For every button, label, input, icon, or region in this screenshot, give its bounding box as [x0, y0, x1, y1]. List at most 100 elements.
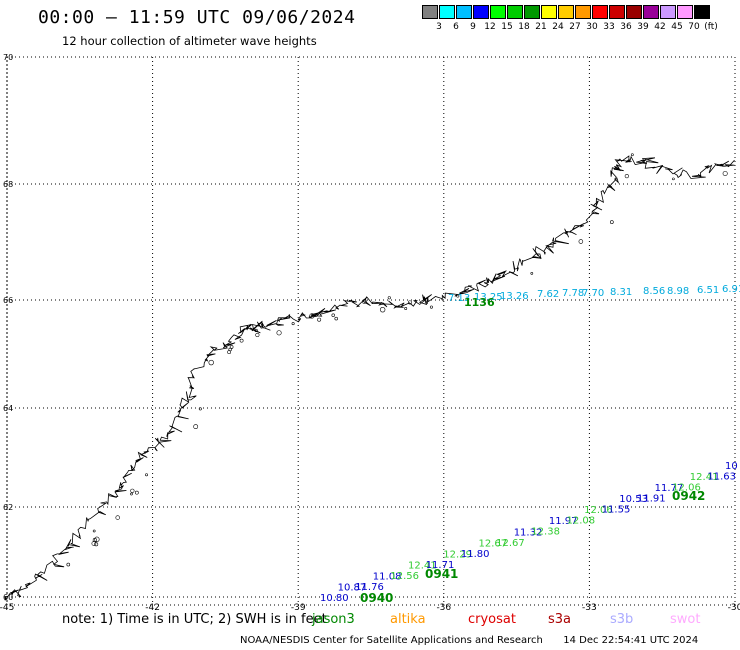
wave-height-label: 12.41	[408, 560, 437, 571]
wave-height-label: 11.77	[655, 483, 684, 494]
scale-label: 45	[671, 22, 683, 32]
satellite-jason3: jason3	[312, 612, 355, 627]
greenland-coastline	[4, 153, 735, 601]
lat-label: 68	[3, 180, 13, 189]
scale-unit: (ft)	[704, 22, 718, 32]
wave-height-color-scale: 3 6 9 12 15 18 21 24 27 30 33 36 39 42 45 70 (ft)	[422, 5, 732, 39]
island	[255, 332, 260, 338]
island	[429, 305, 433, 309]
scale-swatch	[643, 5, 659, 19]
island	[291, 322, 295, 326]
coastline-path	[4, 155, 735, 601]
scale-swatch	[626, 5, 642, 19]
wave-height-label: 10.87	[338, 583, 367, 594]
scale-label: 18	[518, 22, 530, 32]
lon-label: -39	[291, 603, 306, 613]
legend-note: note: 1) Time is in UTC; 2) SWH is in fe…	[62, 612, 327, 627]
island	[404, 307, 408, 310]
island	[630, 153, 634, 157]
pass-time-label: 0941	[425, 567, 458, 581]
wave-height-label: 12.08	[567, 516, 596, 527]
wave-height-label: 11.08	[373, 571, 402, 582]
island	[609, 220, 614, 224]
scale-swatch	[456, 5, 472, 19]
scale-swatch	[609, 5, 625, 19]
map-subtitle: 12 hour collection of altimeter wave hei…	[62, 34, 317, 48]
island	[317, 317, 322, 322]
wave-height-label: 7.70	[582, 288, 604, 299]
island	[94, 542, 99, 547]
island	[229, 345, 234, 349]
island	[331, 313, 335, 317]
pass-time-label: 0940	[360, 591, 393, 605]
island	[334, 316, 338, 321]
satellite-cryosat: cryosat	[468, 612, 516, 627]
wave-height-label: 7.78	[562, 288, 584, 299]
island	[672, 177, 675, 181]
map-title: 00:00 – 11:59 UTC 09/06/2024	[38, 7, 356, 28]
lon-label: -36	[436, 603, 451, 613]
wave-height-label: 11.32	[514, 527, 543, 538]
island	[239, 338, 244, 343]
wave-height-label: 11.80	[461, 549, 490, 560]
scale-label: 39	[637, 22, 649, 32]
island	[276, 330, 282, 336]
lat-label: 60	[3, 593, 13, 602]
wave-height-label: 7.62	[537, 289, 559, 300]
island	[578, 239, 584, 244]
scale-label: 9	[470, 22, 476, 32]
footer-credit: NOAA/NESDIS Center for Satellite Applica…	[240, 635, 543, 646]
satellite-altika: altika	[390, 612, 426, 627]
scale-label: 33	[603, 22, 615, 32]
scale-swatch	[507, 5, 523, 19]
island	[722, 171, 728, 177]
wave-height-label: 8.56	[643, 286, 665, 297]
axis-labels: 70 68 66 64 62 60-45 -42 -39 -36 -33 -30	[0, 53, 740, 613]
wave-height-label: 12.67	[479, 538, 508, 549]
island	[66, 562, 71, 567]
scale-swatch	[439, 5, 455, 19]
wave-height-label: 8.31	[610, 287, 632, 298]
wave-height-label: 10.53	[619, 494, 648, 505]
wave-height-label: 6.91	[722, 284, 740, 295]
wave-height-label: 11.76	[355, 582, 384, 593]
wave-height-label: 12.56	[390, 571, 419, 582]
wave-height-label: 13.26	[500, 291, 529, 302]
wave-height-label: 13.25	[474, 292, 503, 303]
island	[134, 490, 139, 495]
wave-height-label: 12.41	[690, 472, 719, 483]
wave-height-label: 12.38	[531, 527, 560, 538]
footer: NOAA/NESDIS Center for Satellite Applica…	[240, 635, 698, 646]
wave-height-label: 11.63	[707, 472, 736, 483]
island	[624, 173, 629, 179]
island	[198, 407, 202, 411]
wave-height-label: 11.97	[549, 516, 578, 527]
wave-height-label: 8.98	[667, 286, 689, 297]
island	[130, 492, 133, 496]
island	[387, 296, 391, 300]
scale-swatch	[541, 5, 557, 19]
island	[407, 300, 412, 305]
scale-label: 6	[453, 22, 459, 32]
scale-swatch	[677, 5, 693, 19]
island	[227, 350, 232, 354]
lon-label: -30	[728, 603, 740, 613]
satellite-swot: swot	[670, 612, 701, 627]
lat-label: 64	[3, 404, 13, 413]
scale-label: 70	[688, 22, 700, 32]
scale-swatch	[694, 5, 710, 19]
scale-swatch	[473, 5, 489, 19]
wave-height-label: 11.71	[426, 560, 455, 571]
island	[379, 306, 386, 313]
lat-label: 62	[3, 503, 13, 512]
scale-swatch	[592, 5, 608, 19]
wave-height-label: 11.55	[602, 505, 631, 516]
scale-label: 24	[552, 22, 564, 32]
scale-label: 15	[501, 22, 513, 32]
island	[254, 328, 258, 333]
island	[193, 424, 199, 430]
island	[130, 488, 135, 493]
scale-label: 30	[586, 22, 598, 32]
